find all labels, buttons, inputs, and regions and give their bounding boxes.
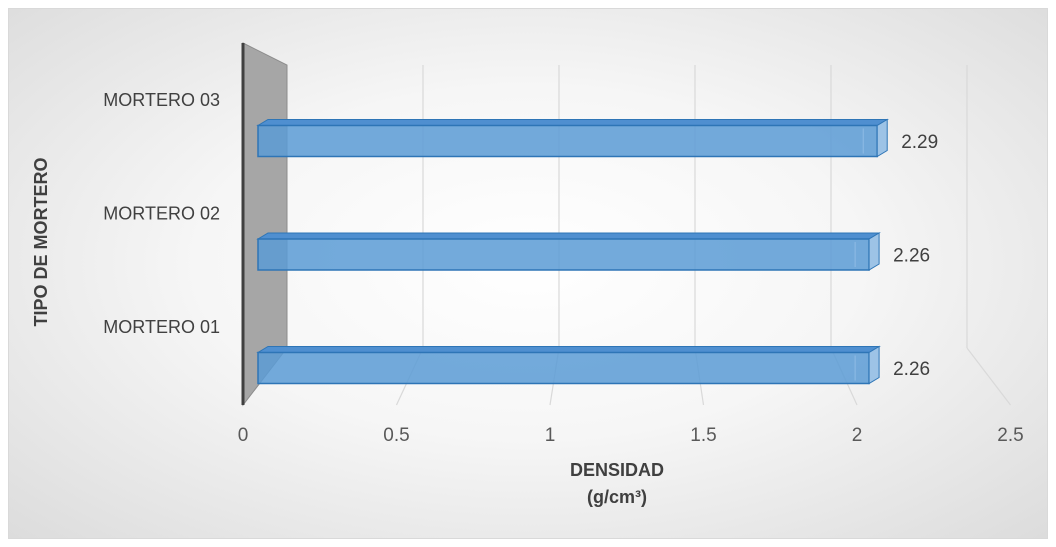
gridline-floor [966,347,1011,406]
data-label: 2.26 [893,246,930,267]
bar [256,232,881,271]
data-labels: 2.26 2.26 2.29 [893,132,938,380]
x-tick-label: 1.5 [690,425,716,446]
x-tick-label: 2 [852,425,863,446]
bar [256,118,890,158]
x-tick-labels: 0 0.5 1 1.5 2 2.5 [238,425,1024,446]
x-tick-label: 0 [238,425,249,446]
bar-end-face [876,118,888,158]
bar-top-face [256,346,881,353]
category-label: MORTERO 01 [103,317,220,337]
x-tick-label: 2.5 [997,425,1023,446]
bar-front-face [257,351,870,385]
data-label: 2.26 [893,359,930,380]
x-axis-title: DENSIDAD [570,460,664,480]
bar-end-face [868,232,880,271]
bar-end-face [868,345,880,385]
category-label: MORTERO 02 [103,204,220,224]
x-tick-label: 0.5 [383,425,409,446]
x-axis-unit: (g/cm³) [587,487,647,507]
gridlines [395,65,1011,406]
category-label: MORTERO 03 [103,90,220,110]
y-axis-title: TIPO DE MORTERO [31,157,51,326]
chart-area [8,8,1048,539]
data-label: 2.29 [901,132,938,153]
x-tick-label: 1 [545,425,556,446]
category-labels: MORTERO 01 MORTERO 02 MORTERO 03 [103,90,220,337]
bar-front-face [257,238,870,271]
bar-top-face [256,119,890,126]
bar [256,345,881,385]
bar-front-face [257,124,878,158]
bar-top-face [256,232,881,240]
bars [256,118,890,385]
